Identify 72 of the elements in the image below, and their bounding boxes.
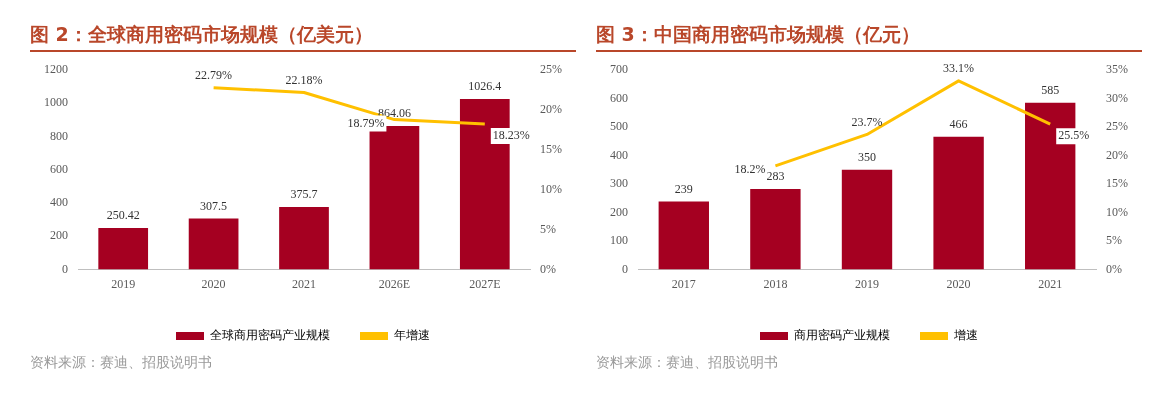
data-label: 585 bbox=[1041, 82, 1060, 97]
legend-label: 全球商用密码产业规模 bbox=[210, 328, 330, 343]
data-label: 23.7% bbox=[851, 114, 883, 129]
x-tick-label: 2019 bbox=[111, 276, 136, 291]
y-tick-label: 700 bbox=[610, 62, 628, 77]
y2-tick-label: 20% bbox=[540, 102, 562, 117]
bar bbox=[841, 169, 893, 270]
y2-tick-label: 15% bbox=[540, 142, 562, 156]
legend-label: 增速 bbox=[953, 328, 978, 343]
y-tick-label: 800 bbox=[50, 128, 68, 143]
data-label: 466 bbox=[949, 116, 968, 131]
y2-tick-label: 5% bbox=[1106, 233, 1122, 248]
data-label: 350 bbox=[858, 149, 876, 164]
text: 资料来源：赛迪、招股说明书 bbox=[30, 354, 213, 372]
y2-tick-label: 25% bbox=[1106, 119, 1128, 134]
y-tick-label: 200 bbox=[50, 228, 68, 243]
y-tick-label: 400 bbox=[610, 147, 628, 162]
x-tick-label: 2020 bbox=[201, 276, 226, 291]
y-tick-label: 0 bbox=[62, 261, 68, 276]
legend-label: 年增速 bbox=[394, 328, 430, 343]
bar bbox=[658, 201, 709, 270]
data-label: 18.23% bbox=[492, 128, 530, 143]
data-label: 18.79% bbox=[347, 115, 385, 130]
data-label: 33.1% bbox=[943, 60, 975, 75]
x-tick-label: 2017 bbox=[671, 276, 696, 291]
legend-label: 商用密码产业规模 bbox=[794, 328, 890, 343]
y2-tick-label: 5% bbox=[540, 221, 556, 236]
data-label: 22.18% bbox=[285, 72, 323, 87]
y2-tick-label: 10% bbox=[540, 181, 562, 196]
y-tick-label: 1200 bbox=[44, 62, 68, 77]
y-tick-label: 200 bbox=[610, 204, 628, 219]
y2-tick-label: 30% bbox=[1106, 90, 1128, 105]
data-label: 250.42 bbox=[106, 208, 140, 223]
y2-tick-label: 35% bbox=[1106, 62, 1128, 77]
bar bbox=[933, 136, 984, 270]
x-tick-label: 2018 bbox=[763, 276, 788, 291]
y-tick-label: 400 bbox=[50, 195, 68, 210]
y-tick-label: 500 bbox=[610, 119, 628, 134]
y2-tick-label: 15% bbox=[1106, 176, 1128, 191]
bar bbox=[750, 188, 801, 270]
chart-title: 图 2：全球商用密码市场规模（亿美元） bbox=[30, 22, 576, 52]
y-tick-label: 600 bbox=[610, 90, 628, 105]
data-label: 22.79% bbox=[195, 67, 233, 82]
x-tick-label: 2021 bbox=[1038, 276, 1063, 291]
data-label: 375.7 bbox=[290, 187, 318, 202]
data-label: 239 bbox=[674, 181, 693, 196]
x-tick-label: 2027E bbox=[469, 276, 501, 291]
x-tick-label: 2020 bbox=[946, 276, 971, 291]
y2-tick-label: 10% bbox=[1106, 204, 1128, 219]
y-tick-label: 100 bbox=[610, 233, 628, 248]
bar bbox=[279, 207, 329, 270]
x-tick-label: 2026E bbox=[378, 276, 411, 291]
y2-tick-label: 20% bbox=[1106, 147, 1128, 162]
text: 资料来源：赛迪、招股说明书 bbox=[596, 354, 779, 372]
data-label: 25.5% bbox=[1058, 128, 1090, 143]
data-label: 18.2% bbox=[734, 161, 766, 176]
x-tick-label: 2019 bbox=[855, 276, 879, 291]
chart-title: 图 3：中国商用密码市场规模（亿元） bbox=[596, 22, 1142, 52]
data-label: 1026.4 bbox=[468, 79, 502, 94]
data-label: 283 bbox=[766, 169, 785, 184]
y-tick-label: 1000 bbox=[44, 95, 68, 110]
y-tick-label: 0 bbox=[622, 261, 628, 276]
bar bbox=[188, 218, 239, 270]
y2-tick-label: 0% bbox=[540, 261, 556, 276]
y2-tick-label: 0% bbox=[1106, 261, 1122, 276]
bar bbox=[98, 227, 149, 270]
x-tick-label: 2021 bbox=[292, 276, 316, 291]
data-label: 307.5 bbox=[200, 198, 228, 213]
y-tick-label: 600 bbox=[50, 161, 68, 176]
bar bbox=[369, 125, 420, 270]
y-tick-label: 300 bbox=[610, 176, 628, 191]
y2-tick-label: 25% bbox=[540, 62, 562, 77]
